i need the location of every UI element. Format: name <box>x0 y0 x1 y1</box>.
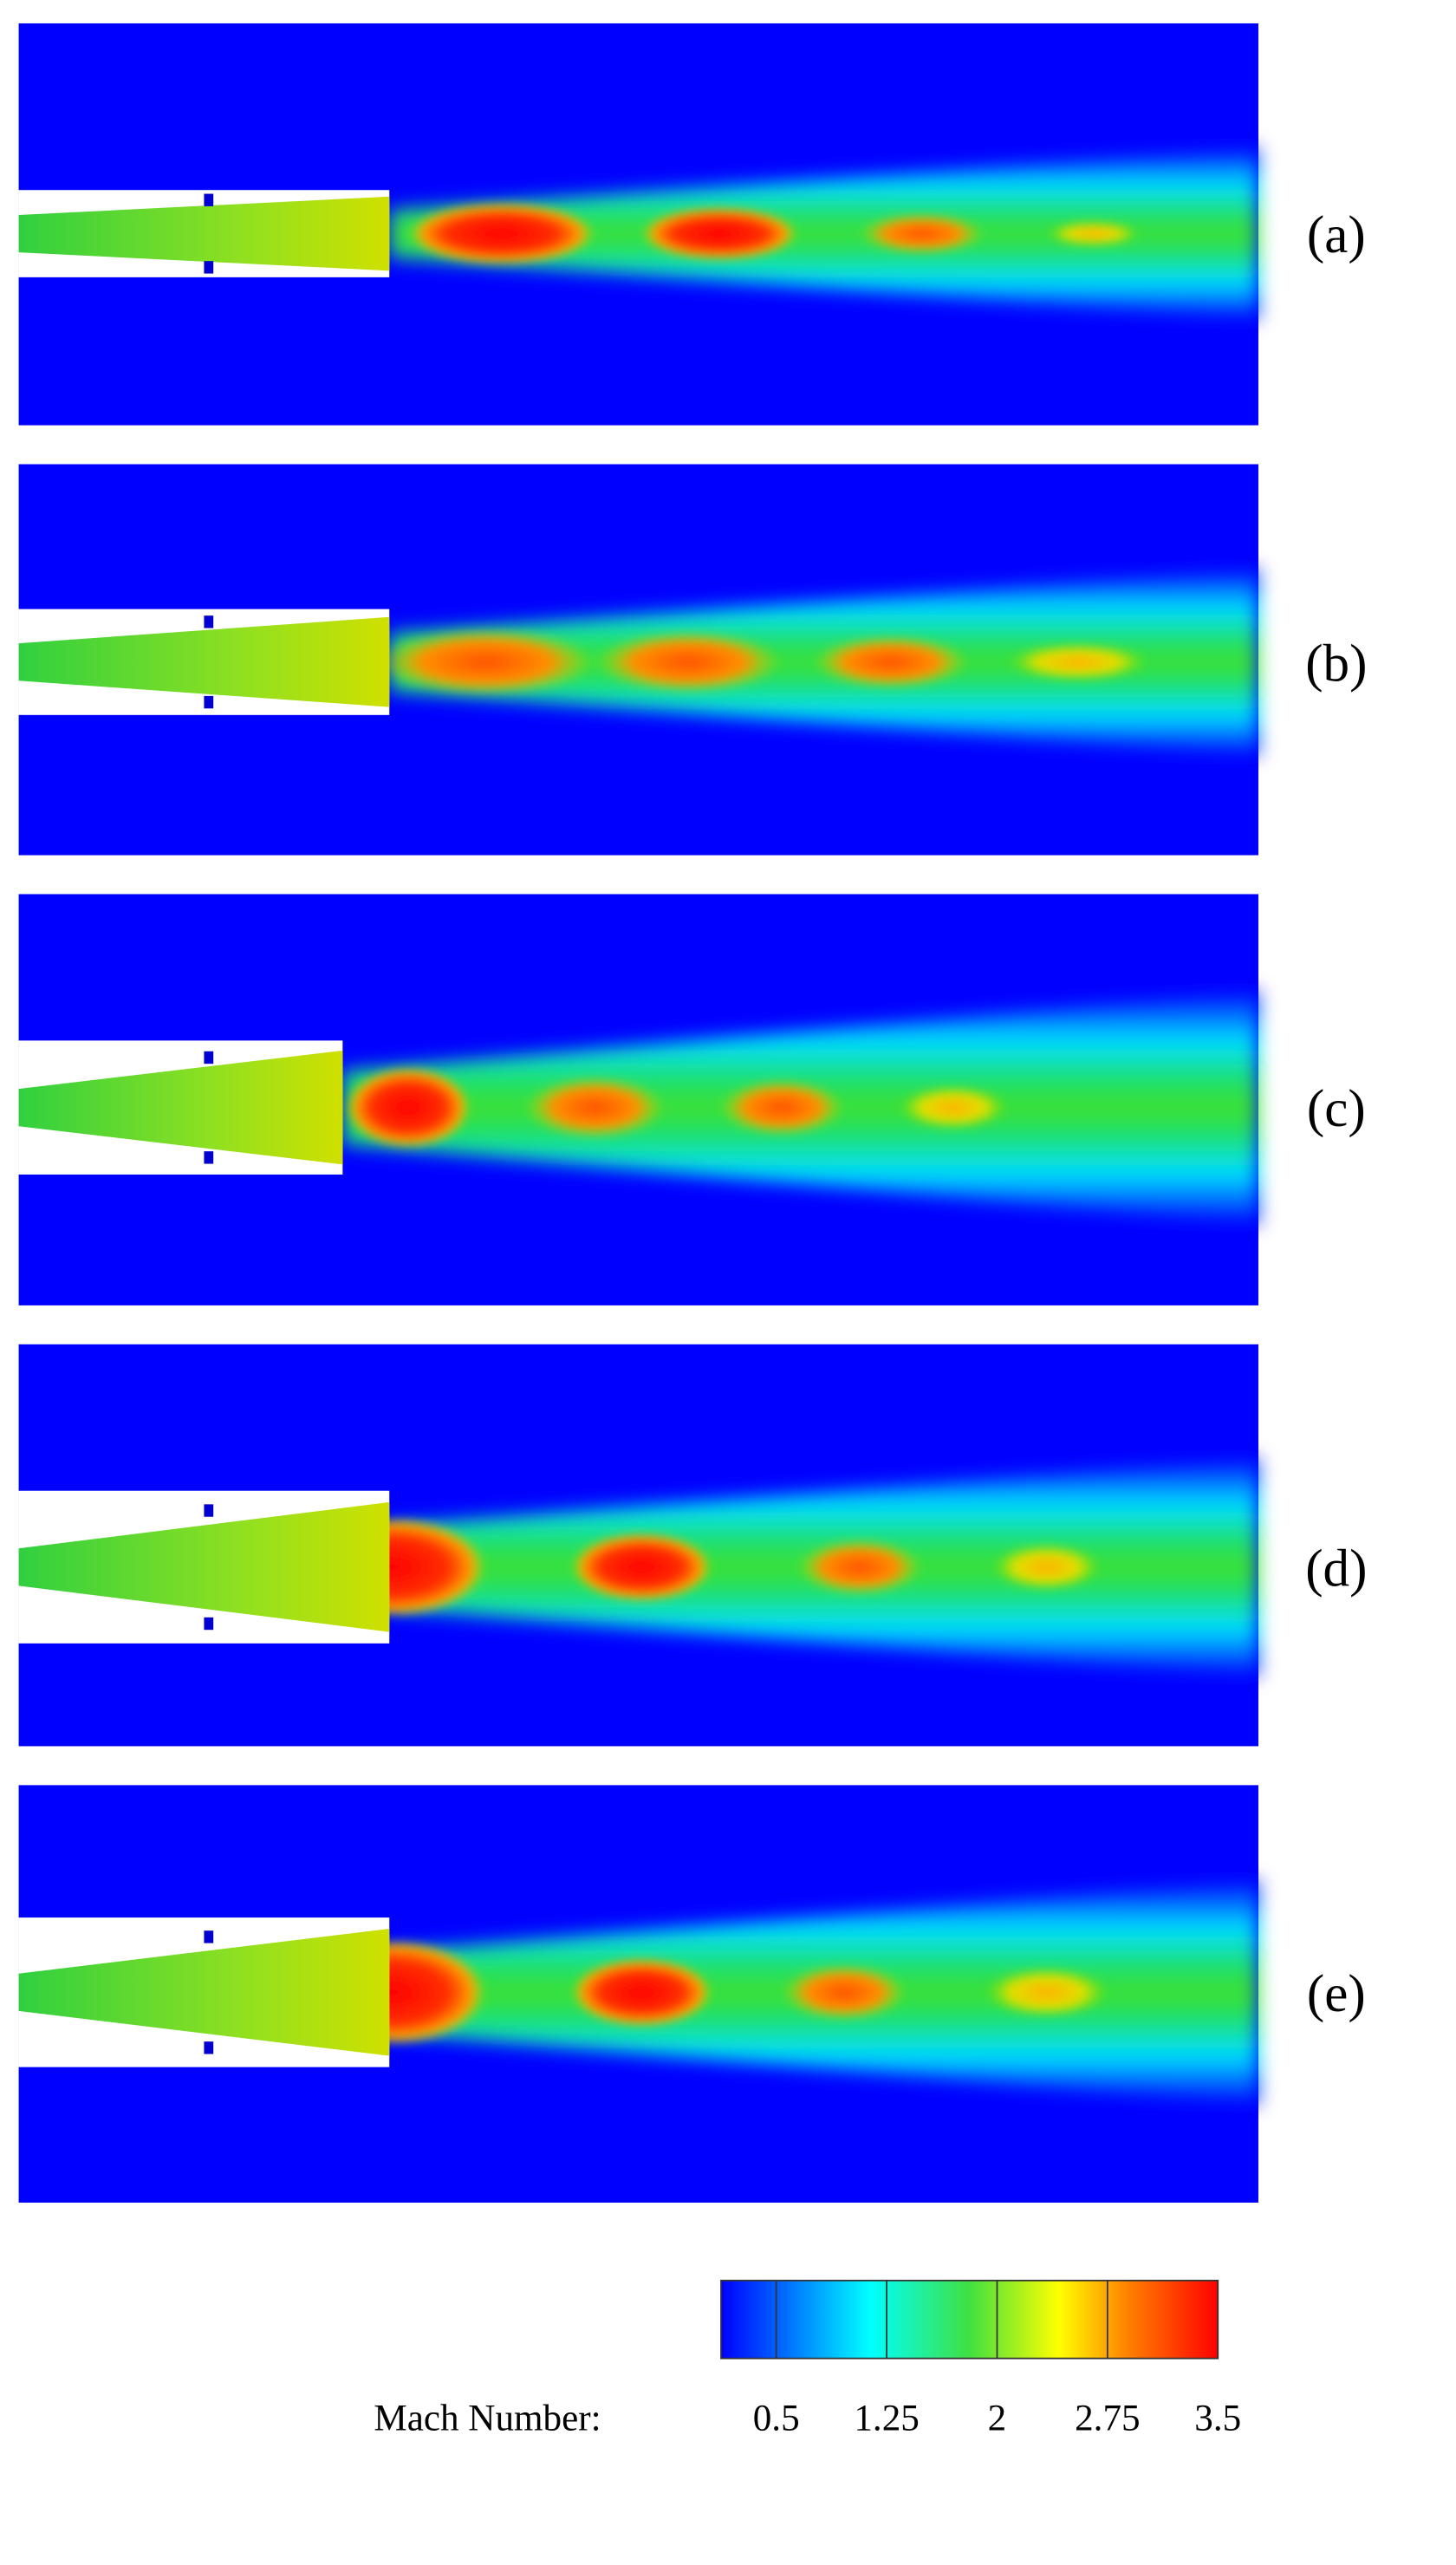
panel-label: (a) <box>1307 206 1366 264</box>
shock-cell <box>1046 221 1141 246</box>
injector <box>204 1504 214 1517</box>
shock-cell <box>898 1085 1008 1130</box>
injector <box>204 1151 214 1164</box>
colorbar-tick-label: 1.25 <box>854 2398 919 2438</box>
shock-cell <box>407 202 595 265</box>
panel-label: (c) <box>1307 1080 1366 1138</box>
injector <box>204 1051 214 1064</box>
colorbar-title: Mach Number: <box>374 2398 601 2438</box>
nozzle-flow <box>18 1929 390 2056</box>
injector <box>204 615 214 628</box>
nozzle-flow <box>18 1501 390 1632</box>
injector <box>204 2041 214 2054</box>
injector <box>204 261 214 274</box>
nozzle-flow <box>18 1050 343 1165</box>
shock-cell <box>797 1539 922 1596</box>
shock-cell <box>782 1964 907 2021</box>
shock-cell <box>376 628 595 697</box>
colorbar-tick-label: 0.5 <box>753 2398 800 2438</box>
jet-plume <box>389 147 1258 320</box>
contour-panel: (e) <box>18 1785 1366 2203</box>
contour-panel: (b) <box>18 464 1367 856</box>
injector <box>204 1617 214 1631</box>
nozzle-flow <box>18 196 390 271</box>
shock-cell <box>345 1066 471 1149</box>
shock-cell <box>571 1533 712 1602</box>
colorbar-tick-label: 3.5 <box>1194 2398 1241 2438</box>
contour-panel: (a) <box>18 23 1366 426</box>
shock-cell <box>571 1957 712 2027</box>
contour-panel: (d) <box>18 1344 1367 1747</box>
shock-cell <box>859 213 985 254</box>
injector <box>204 695 214 709</box>
panel-label: (b) <box>1305 635 1367 693</box>
shock-cell <box>813 635 969 689</box>
shock-cell <box>524 1076 666 1139</box>
injector <box>204 1930 214 1943</box>
panel-label: (e) <box>1307 1965 1366 2023</box>
shock-cell <box>1007 643 1148 681</box>
colorbar: 0.5 1.25 2 2.75 3.5 Mach Number: <box>374 2279 1241 2438</box>
shock-cell <box>984 1967 1109 2018</box>
shock-cell <box>595 630 783 693</box>
shock-cell <box>991 1543 1102 1591</box>
panel-label: (d) <box>1305 1540 1367 1598</box>
colorbar-tick-label: 2 <box>988 2398 1007 2438</box>
shock-cell <box>719 1079 844 1136</box>
injector <box>204 193 214 206</box>
jet-plume <box>244 568 1258 756</box>
nozzle-flow <box>18 616 390 707</box>
shock-cell <box>641 207 798 261</box>
contour-panel: (c) <box>18 894 1366 1305</box>
jet-core <box>389 147 1258 320</box>
colorbar-gradient <box>720 2279 1219 2360</box>
figure-body: (a) (b) (c) (d) (e) 0.5 1.25 2 2.75 3.5 Mach Numbe… <box>18 23 1367 2438</box>
colorbar-tick-label: 2.75 <box>1075 2398 1140 2438</box>
